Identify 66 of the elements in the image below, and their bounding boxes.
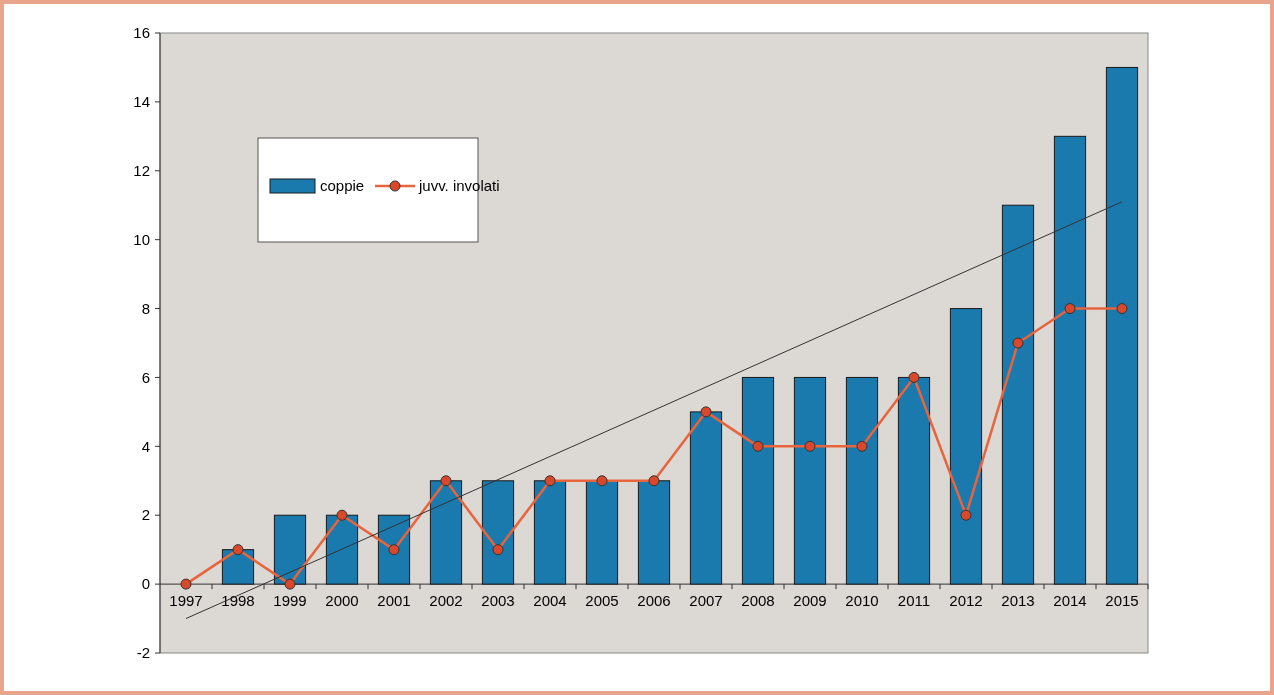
point bbox=[752, 440, 764, 452]
bar bbox=[325, 514, 359, 585]
x-tick-label: 2000 bbox=[325, 592, 359, 610]
x-tick-label: 2006 bbox=[637, 592, 671, 610]
point bbox=[648, 475, 660, 487]
y-tick-label: 8 bbox=[141, 299, 150, 317]
bar bbox=[429, 480, 463, 585]
y-tick-label: 14 bbox=[133, 93, 150, 111]
bar bbox=[949, 308, 983, 585]
point bbox=[700, 406, 712, 418]
legend-label: juvv. involati bbox=[418, 177, 500, 195]
point bbox=[492, 544, 504, 556]
x-tick-label: 2014 bbox=[1053, 592, 1087, 610]
x-tick-label: 1997 bbox=[169, 592, 203, 610]
x-tick-label: 2004 bbox=[533, 592, 567, 610]
point bbox=[232, 544, 244, 556]
y-tick-label: 4 bbox=[141, 437, 150, 455]
bar bbox=[637, 480, 671, 585]
x-tick-label: 1998 bbox=[221, 592, 255, 610]
y-tick-label: 16 bbox=[133, 24, 150, 42]
point bbox=[804, 440, 816, 452]
bar bbox=[689, 411, 723, 585]
y-tick-label: -2 bbox=[136, 644, 150, 662]
point bbox=[544, 475, 556, 487]
bar bbox=[897, 376, 931, 585]
bar bbox=[533, 480, 567, 585]
y-tick-label: 6 bbox=[141, 368, 150, 386]
point bbox=[388, 544, 400, 556]
y-tick-label: 12 bbox=[133, 162, 150, 180]
point bbox=[180, 578, 192, 590]
y-tick-label: 2 bbox=[141, 506, 150, 524]
x-tick-label: 2007 bbox=[689, 592, 723, 610]
bar bbox=[741, 376, 775, 585]
point bbox=[908, 371, 920, 383]
bar bbox=[273, 514, 307, 585]
x-tick-label: 2008 bbox=[741, 592, 775, 610]
point bbox=[284, 578, 296, 590]
x-tick-label: 2012 bbox=[949, 592, 983, 610]
point bbox=[440, 475, 452, 487]
y-tick-label: 0 bbox=[141, 575, 150, 593]
point bbox=[1116, 303, 1128, 315]
x-tick-label: 2005 bbox=[585, 592, 619, 610]
bar bbox=[1053, 135, 1087, 585]
x-tick-label: 2009 bbox=[793, 592, 827, 610]
bar bbox=[1001, 204, 1035, 585]
x-tick-label: 2010 bbox=[845, 592, 879, 610]
bar bbox=[793, 376, 827, 585]
point bbox=[336, 509, 348, 521]
point bbox=[1064, 303, 1076, 315]
legend-label: coppie bbox=[320, 177, 365, 195]
x-tick-label: 2002 bbox=[429, 592, 463, 610]
x-tick-label: 2001 bbox=[377, 592, 411, 610]
x-tick-label: 2015 bbox=[1105, 592, 1139, 610]
point bbox=[1012, 337, 1024, 349]
x-tick-label: 2011 bbox=[897, 592, 931, 610]
x-tick-label: 2003 bbox=[481, 592, 515, 610]
bar bbox=[845, 376, 879, 585]
bar bbox=[1105, 66, 1139, 585]
y-tick-label: 10 bbox=[133, 230, 150, 248]
point bbox=[960, 509, 972, 521]
point bbox=[596, 475, 608, 487]
x-tick-label: 1999 bbox=[273, 592, 307, 610]
x-tick-label: 2013 bbox=[1001, 592, 1035, 610]
point bbox=[856, 440, 868, 452]
bar bbox=[585, 480, 619, 585]
bar bbox=[481, 480, 515, 585]
